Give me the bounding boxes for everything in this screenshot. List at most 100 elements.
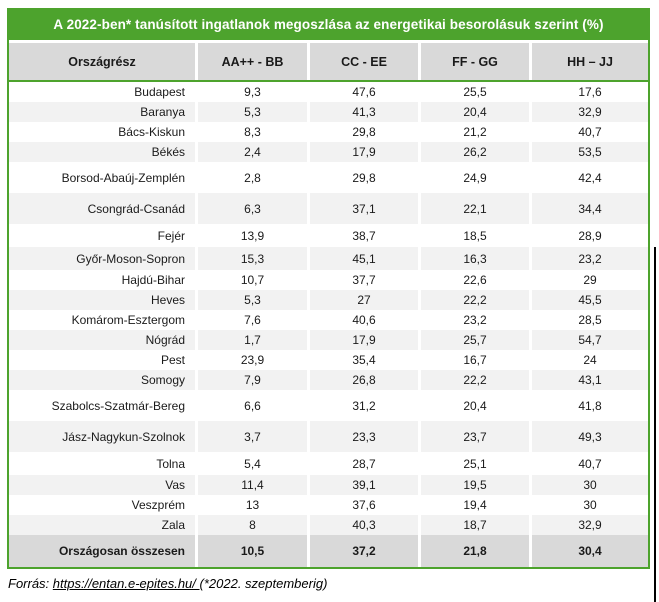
region-name: Pest [9, 350, 195, 370]
region-name: Győr-Moson-Sopron [9, 247, 195, 270]
value-cell: 5,3 [195, 102, 307, 122]
table-row: Veszprém 13 37,6 19,4 30 [9, 495, 648, 515]
table-title: A 2022-ben* tanúsított ingatlanok megosz… [9, 10, 648, 40]
value-cell: 42,4 [529, 162, 648, 193]
value-cell: 6,3 [195, 193, 307, 224]
region-name: Veszprém [9, 495, 195, 515]
value-cell: 13,9 [195, 224, 307, 247]
source-suffix: (*2022. szeptemberig) [199, 576, 328, 591]
value-cell: 2,8 [195, 162, 307, 193]
value-cell: 43,1 [529, 370, 648, 390]
table-row: Szabolcs-Szatmár-Bereg 6,6 31,2 20,4 41,8 [9, 390, 648, 421]
value-cell: 11,4 [195, 475, 307, 495]
value-cell: 22,2 [418, 370, 529, 390]
column-header-region: Országrész [9, 43, 195, 80]
value-cell: 49,3 [529, 421, 648, 452]
table-row: Bács-Kiskun 8,3 29,8 21,2 40,7 [9, 122, 648, 142]
value-cell: 25,5 [418, 82, 529, 102]
value-cell: 37,6 [307, 495, 418, 515]
value-cell: 26,8 [307, 370, 418, 390]
value-cell: 37,7 [307, 270, 418, 290]
table-row: Jász-Nagykun-Szolnok 3,7 23,3 23,7 49,3 [9, 421, 648, 452]
energy-certification-table: A 2022-ben* tanúsított ingatlanok megosz… [7, 8, 650, 569]
value-cell: 7,6 [195, 310, 307, 330]
value-cell: 3,7 [195, 421, 307, 452]
value-cell: 41,3 [307, 102, 418, 122]
value-cell: 23,2 [418, 310, 529, 330]
value-cell: 9,3 [195, 82, 307, 102]
value-cell: 40,7 [529, 122, 648, 142]
total-value-cell: 37,2 [307, 535, 418, 567]
value-cell: 5,3 [195, 290, 307, 310]
region-name: Tolna [9, 452, 195, 475]
value-cell: 18,7 [418, 515, 529, 535]
value-cell: 10,7 [195, 270, 307, 290]
column-header-ff-gg: FF - GG [418, 43, 529, 80]
value-cell: 8 [195, 515, 307, 535]
value-cell: 22,1 [418, 193, 529, 224]
value-cell: 41,8 [529, 390, 648, 421]
table-row: Győr-Moson-Sopron 15,3 45,1 16,3 23,2 [9, 247, 648, 270]
value-cell: 5,4 [195, 452, 307, 475]
table-row: Fejér 13,9 38,7 18,5 28,9 [9, 224, 648, 247]
value-cell: 28,9 [529, 224, 648, 247]
value-cell: 24 [529, 350, 648, 370]
region-name: Szabolcs-Szatmár-Bereg [9, 390, 195, 421]
header-divider [9, 80, 648, 82]
table-row: Somogy 7,9 26,8 22,2 43,1 [9, 370, 648, 390]
column-header-aa-bb: AA++ - BB [195, 43, 307, 80]
value-cell: 26,2 [418, 142, 529, 162]
table-row: Baranya 5,3 41,3 20,4 32,9 [9, 102, 648, 122]
value-cell: 25,7 [418, 330, 529, 350]
value-cell: 32,9 [529, 102, 648, 122]
value-cell: 29 [529, 270, 648, 290]
region-name: Budapest [9, 82, 195, 102]
value-cell: 21,2 [418, 122, 529, 142]
value-cell: 28,5 [529, 310, 648, 330]
value-cell: 23,7 [418, 421, 529, 452]
value-cell: 1,7 [195, 330, 307, 350]
table-row: Csongrád-Csanád 6,3 37,1 22,1 34,4 [9, 193, 648, 224]
value-cell: 23,3 [307, 421, 418, 452]
value-cell: 45,1 [307, 247, 418, 270]
table-row: Vas 11,4 39,1 19,5 30 [9, 475, 648, 495]
value-cell: 40,6 [307, 310, 418, 330]
value-cell: 40,3 [307, 515, 418, 535]
value-cell: 35,4 [307, 350, 418, 370]
value-cell: 24,9 [418, 162, 529, 193]
value-cell: 47,6 [307, 82, 418, 102]
value-cell: 20,4 [418, 390, 529, 421]
table-row: Heves 5,3 27 22,2 45,5 [9, 290, 648, 310]
region-name: Zala [9, 515, 195, 535]
table-row: Békés 2,4 17,9 26,2 53,5 [9, 142, 648, 162]
value-cell: 37,1 [307, 193, 418, 224]
screen-edge-line [654, 247, 656, 602]
value-cell: 40,7 [529, 452, 648, 475]
value-cell: 32,9 [529, 515, 648, 535]
value-cell: 39,1 [307, 475, 418, 495]
value-cell: 25,1 [418, 452, 529, 475]
value-cell: 16,7 [418, 350, 529, 370]
value-cell: 23,9 [195, 350, 307, 370]
region-name: Somogy [9, 370, 195, 390]
region-name: Nógrád [9, 330, 195, 350]
value-cell: 22,6 [418, 270, 529, 290]
value-cell: 7,9 [195, 370, 307, 390]
value-cell: 20,4 [418, 102, 529, 122]
region-name: Békés [9, 142, 195, 162]
value-cell: 6,6 [195, 390, 307, 421]
table-row: Nógrád 1,7 17,9 25,7 54,7 [9, 330, 648, 350]
value-cell: 34,4 [529, 193, 648, 224]
region-name: Borsod-Abaúj-Zemplén [9, 162, 195, 193]
total-value-cell: 10,5 [195, 535, 307, 567]
value-cell: 17,6 [529, 82, 648, 102]
region-name: Komárom-Esztergom [9, 310, 195, 330]
column-header-cc-ee: CC - EE [307, 43, 418, 80]
value-cell: 53,5 [529, 142, 648, 162]
value-cell: 22,2 [418, 290, 529, 310]
value-cell: 17,9 [307, 142, 418, 162]
table-header-row: Országrész AA++ - BB CC - EE FF - GG HH … [9, 43, 648, 80]
source-link[interactable]: https://entan.e-epites.hu/ [52, 576, 200, 591]
value-cell: 27 [307, 290, 418, 310]
value-cell: 16,3 [418, 247, 529, 270]
